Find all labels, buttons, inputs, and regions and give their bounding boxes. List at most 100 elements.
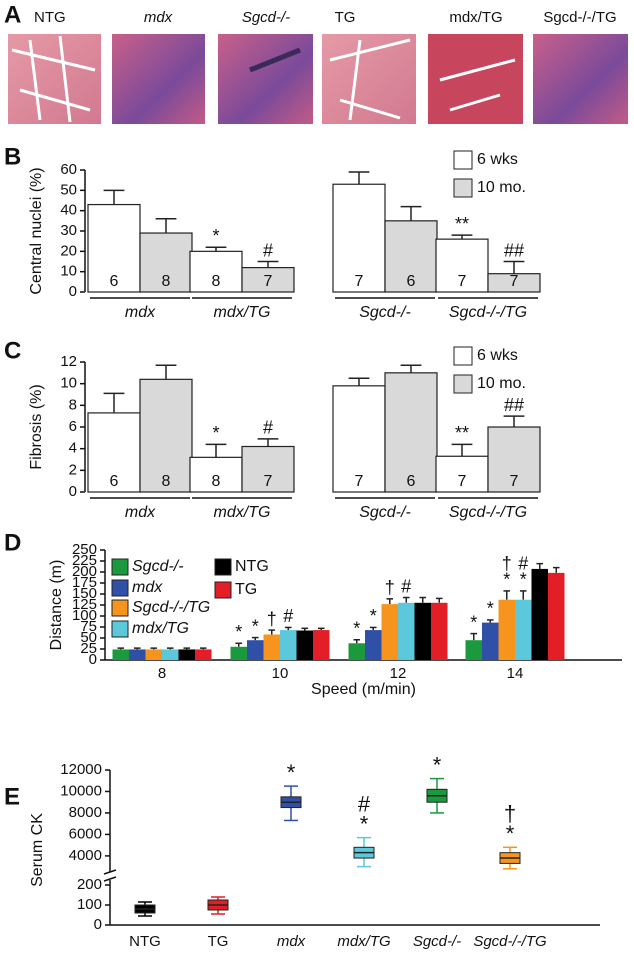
significance-mark: #	[401, 576, 411, 596]
bar	[230, 646, 247, 660]
y-tick-label: 200	[77, 876, 102, 893]
bar	[381, 604, 398, 660]
bar	[482, 622, 499, 660]
bar	[384, 220, 438, 293]
x-tick-label: mdx/TG	[337, 933, 391, 950]
y-tick-label: 0	[94, 916, 102, 933]
image-texture	[439, 58, 516, 112]
bar	[365, 630, 382, 660]
y-tick-label: 0	[89, 651, 97, 668]
significance-mark: #	[283, 606, 293, 626]
bar	[435, 455, 489, 493]
bar	[247, 640, 264, 660]
sample-size: 6	[407, 473, 416, 490]
sample-size: 6	[110, 473, 119, 490]
significance-mark: #	[263, 240, 273, 260]
y-tick-label: 10000	[60, 782, 102, 799]
bar	[332, 385, 386, 493]
sample-size: 8	[162, 473, 171, 490]
x-tick-label: Sgcd-/-/TG	[449, 304, 527, 321]
bar	[139, 378, 193, 493]
sample-size: 8	[162, 273, 171, 290]
x-tick-label: Sgcd-/-	[359, 504, 411, 521]
legend-swatch	[214, 558, 232, 576]
significance-mark: *	[503, 570, 510, 590]
significance-mark: *	[212, 226, 219, 246]
significance-mark: †	[267, 609, 277, 629]
image-label: Sgcd-/-/TG	[543, 9, 616, 26]
significance-mark: #	[263, 418, 273, 438]
significance-mark: †	[502, 554, 512, 574]
sample-size: 7	[355, 273, 364, 290]
bar	[195, 649, 212, 660]
y-axis-label: Fibrosis (%)	[28, 384, 45, 469]
significance-mark: #	[358, 791, 371, 816]
image-label: NTG	[34, 9, 66, 26]
significance-mark: *	[212, 423, 219, 443]
image-texture	[249, 47, 301, 73]
significance-mark: ##	[504, 240, 524, 260]
y-tick-label: 225	[72, 552, 97, 569]
y-tick-label: 100	[77, 896, 102, 913]
bar	[241, 445, 295, 493]
sample-size: 6	[110, 273, 119, 290]
image-label: mdx/TG	[449, 9, 502, 26]
significance-mark: *	[287, 760, 296, 785]
significance-mark: *	[433, 752, 442, 777]
legend-label: mdx/TG	[132, 620, 189, 637]
sample-size: 7	[355, 473, 364, 490]
histology-images	[8, 34, 628, 124]
bar	[435, 238, 489, 293]
y-axis-label: Distance (m)	[48, 560, 65, 651]
y-tick-label: 40	[60, 202, 77, 219]
x-tick-label: mdx	[277, 933, 306, 950]
y-tick-label: 4000	[69, 847, 102, 864]
x-tick-label: Sgcd-/-	[413, 933, 461, 950]
y-tick-label: 250	[72, 541, 97, 558]
sample-size: 7	[510, 473, 519, 490]
y-tick-label: 8	[69, 396, 77, 413]
y-tick-label: 30	[60, 222, 77, 239]
bar	[112, 649, 129, 660]
significance-mark: *	[360, 811, 369, 836]
x-tick-label: 12	[390, 665, 407, 682]
bar	[162, 649, 179, 660]
bar	[548, 572, 565, 660]
legend-label: NTG	[235, 558, 269, 575]
legend-label: 6 wks	[477, 347, 518, 364]
legend-label: mdx	[132, 579, 163, 596]
panel-label: C	[4, 337, 21, 364]
bar	[87, 203, 141, 293]
legend-swatch	[453, 346, 473, 366]
significance-mark: *	[252, 616, 259, 636]
y-tick-label: 0	[69, 283, 77, 300]
bar	[241, 267, 295, 293]
sample-size: 8	[212, 473, 221, 490]
y-tick-label: 150	[72, 585, 97, 602]
bar	[263, 634, 280, 660]
y-tick-label: 50	[80, 629, 97, 646]
bar	[332, 183, 386, 293]
panel-label: B	[4, 143, 21, 170]
legend-label: 10 mo.	[477, 179, 526, 196]
significance-mark: †	[385, 578, 395, 598]
x-tick-label: mdx/TG	[214, 504, 271, 521]
significance-mark: **	[455, 423, 469, 443]
histology-image	[218, 34, 313, 124]
bar	[145, 649, 162, 660]
histology-image	[533, 34, 628, 124]
x-tick-label: mdx/TG	[214, 304, 271, 321]
x-tick-label: TG	[208, 933, 229, 950]
significance-mark: *	[235, 622, 242, 642]
y-tick-label: 6000	[69, 825, 102, 842]
y-tick-label: 8000	[69, 804, 102, 821]
bar	[348, 643, 365, 660]
bar	[139, 232, 193, 293]
legend-swatch	[111, 599, 129, 617]
legend-label: Sgcd-/-	[132, 558, 184, 575]
legend-swatch	[453, 150, 473, 170]
bar	[280, 630, 297, 660]
panel-label: A	[4, 1, 21, 28]
bar	[465, 640, 482, 660]
x-tick-label: 14	[507, 665, 524, 682]
